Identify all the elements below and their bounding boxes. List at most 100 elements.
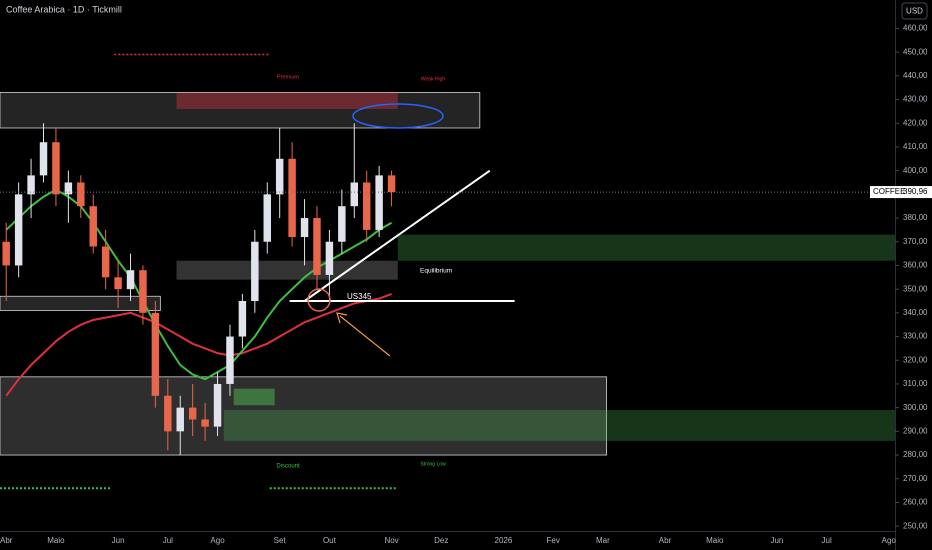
candle-body <box>89 206 97 247</box>
candle-body <box>64 182 73 195</box>
last-price-label: 390,96 <box>903 187 928 196</box>
x-tick-label: Maio <box>47 536 65 545</box>
y-tick-label: 380,00 <box>903 213 928 222</box>
annotation: Equilibrium <box>420 268 452 275</box>
zone <box>0 376 608 456</box>
drawn-circle <box>307 288 331 312</box>
x-tick-label: Nov <box>384 536 398 545</box>
last-price-name: COFFEE <box>873 187 905 196</box>
drawn-ellipse <box>352 103 444 129</box>
candle-body <box>362 182 371 230</box>
candle-body <box>14 194 23 266</box>
x-tick-label: Jul <box>822 536 832 545</box>
candle-body <box>275 158 284 195</box>
annotation: Strong Low <box>420 461 446 467</box>
candle-body <box>350 182 358 207</box>
last-price-tag <box>870 186 932 199</box>
currency-button[interactable] <box>901 2 928 20</box>
x-tick-label: Jul <box>163 536 173 545</box>
candle-body <box>52 142 60 195</box>
candle-body <box>39 142 48 176</box>
candle-body <box>251 241 259 301</box>
y-tick-label: 460,00 <box>903 24 928 33</box>
candle-body <box>375 175 383 230</box>
y-tick-label: 290,00 <box>903 426 928 435</box>
candle-body <box>176 407 184 432</box>
candle-body <box>338 206 346 242</box>
candle-body <box>164 395 172 432</box>
chart-title: Coffee Arabica · 1D · Tickmill <box>6 4 122 14</box>
candle-body <box>226 336 234 384</box>
candle-body <box>387 175 396 193</box>
x-tick-label: Maio <box>706 536 724 545</box>
annotation: Weak High <box>421 76 446 82</box>
x-tick-label: Ago <box>210 536 225 545</box>
candle-body <box>325 241 334 275</box>
x-tick-label: Jun <box>770 536 783 545</box>
y-tick-label: 450,00 <box>903 47 928 56</box>
candle-body <box>300 218 309 238</box>
candle-body <box>27 175 35 195</box>
y-tick-label: 400,00 <box>903 166 928 175</box>
candle-body <box>313 218 321 275</box>
zone <box>176 260 398 280</box>
annotation: Discount <box>276 464 300 470</box>
y-tick-label: 350,00 <box>903 284 928 293</box>
candle-body <box>238 300 247 337</box>
candle-body <box>2 241 10 266</box>
y-tick-label: 360,00 <box>903 261 928 270</box>
y-tick-label: 420,00 <box>903 118 928 127</box>
y-tick-label: 250,00 <box>903 521 928 530</box>
x-tick-label: Abr <box>0 536 13 545</box>
candle-body <box>288 158 296 238</box>
y-tick-label: 270,00 <box>903 474 928 483</box>
annotation: Premium <box>277 74 299 80</box>
zone <box>0 295 161 311</box>
y-tick-label: 330,00 <box>903 332 928 341</box>
y-tick-label: 260,00 <box>903 498 928 507</box>
x-tick-label: Abr <box>659 536 672 545</box>
x-tick-label: Mar <box>596 536 610 545</box>
y-tick-label: 430,00 <box>903 95 928 104</box>
y-tick-label: 340,00 <box>903 308 928 317</box>
drawn-arrow <box>339 315 391 357</box>
y-tick-label: 440,00 <box>903 71 928 80</box>
currency[interactable]: USD <box>906 7 923 16</box>
plot: Premium Weak High Equilibrium US345 Discount… <box>0 53 895 490</box>
y-tick-label: 320,00 <box>903 355 928 364</box>
arrow-head <box>336 312 348 324</box>
candle-body <box>139 270 147 313</box>
drawn-line <box>303 169 491 302</box>
zone <box>397 234 895 261</box>
y-tick-label: 300,00 <box>903 403 928 412</box>
zone <box>233 388 275 406</box>
x-tick-label: 2026 <box>495 536 513 545</box>
candle-body <box>201 419 209 427</box>
candle-body <box>101 246 110 278</box>
y-tick-label: 310,00 <box>903 379 928 388</box>
candle-body <box>213 383 222 427</box>
zone <box>223 410 895 441</box>
candle-body <box>263 194 271 242</box>
y-tick-label: 280,00 <box>903 450 928 459</box>
annotation: US345 <box>347 292 372 301</box>
candle-body <box>151 312 160 396</box>
zone <box>0 92 481 129</box>
candle-body <box>114 277 122 290</box>
x-tick-label: Jun <box>112 536 125 545</box>
y-tick-label: 410,00 <box>903 142 928 151</box>
x-tick-label: Set <box>274 536 287 545</box>
x-tick-label: Out <box>323 536 337 545</box>
zone <box>176 92 398 110</box>
candle-body <box>126 270 135 290</box>
candle-body <box>77 182 85 207</box>
x-tick-label: Dez <box>434 536 448 545</box>
candle-body <box>188 407 197 420</box>
y-tick-label: 370,00 <box>903 237 928 246</box>
x-tick-label: Ago <box>882 536 897 545</box>
moving-average <box>5 292 392 397</box>
x-tick-label: Fev <box>546 536 559 545</box>
